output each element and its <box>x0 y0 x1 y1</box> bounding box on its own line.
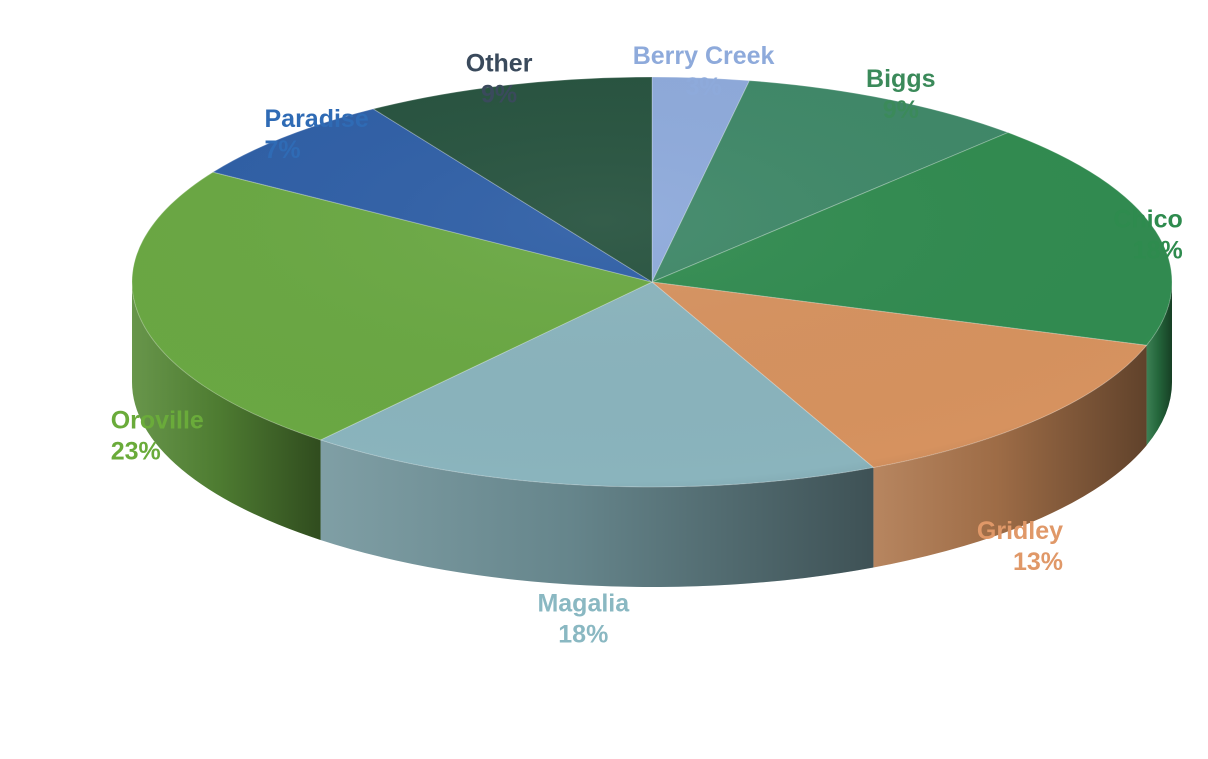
label-biggs: Biggs <box>866 65 935 93</box>
label-chico-percent: 18% <box>1133 237 1183 265</box>
label-berry-creek: Berry Creek <box>633 42 775 70</box>
label-paradise: Paradise <box>265 105 369 133</box>
label-other: Other <box>466 50 533 78</box>
label-oroville-percent: 23% <box>111 437 161 465</box>
label-other-percent: 9% <box>481 81 517 109</box>
label-paradise-percent: 7% <box>265 136 301 164</box>
label-magalia: Magalia <box>537 589 630 617</box>
label-biggs-percent: 9% <box>883 96 919 124</box>
label-oroville: Oroville <box>111 406 204 434</box>
label-magalia-percent: 18% <box>558 620 608 648</box>
label-berry-creek-percent: 3% <box>686 73 722 101</box>
label-gridley-percent: 13% <box>1013 548 1063 576</box>
label-gridley: Gridley <box>977 517 1063 545</box>
pie-label-layer: Berry Creek 3% Biggs 9% Chico 18% Gridley 13% Ma… <box>111 42 1183 648</box>
label-chico: Chico <box>1113 206 1182 234</box>
